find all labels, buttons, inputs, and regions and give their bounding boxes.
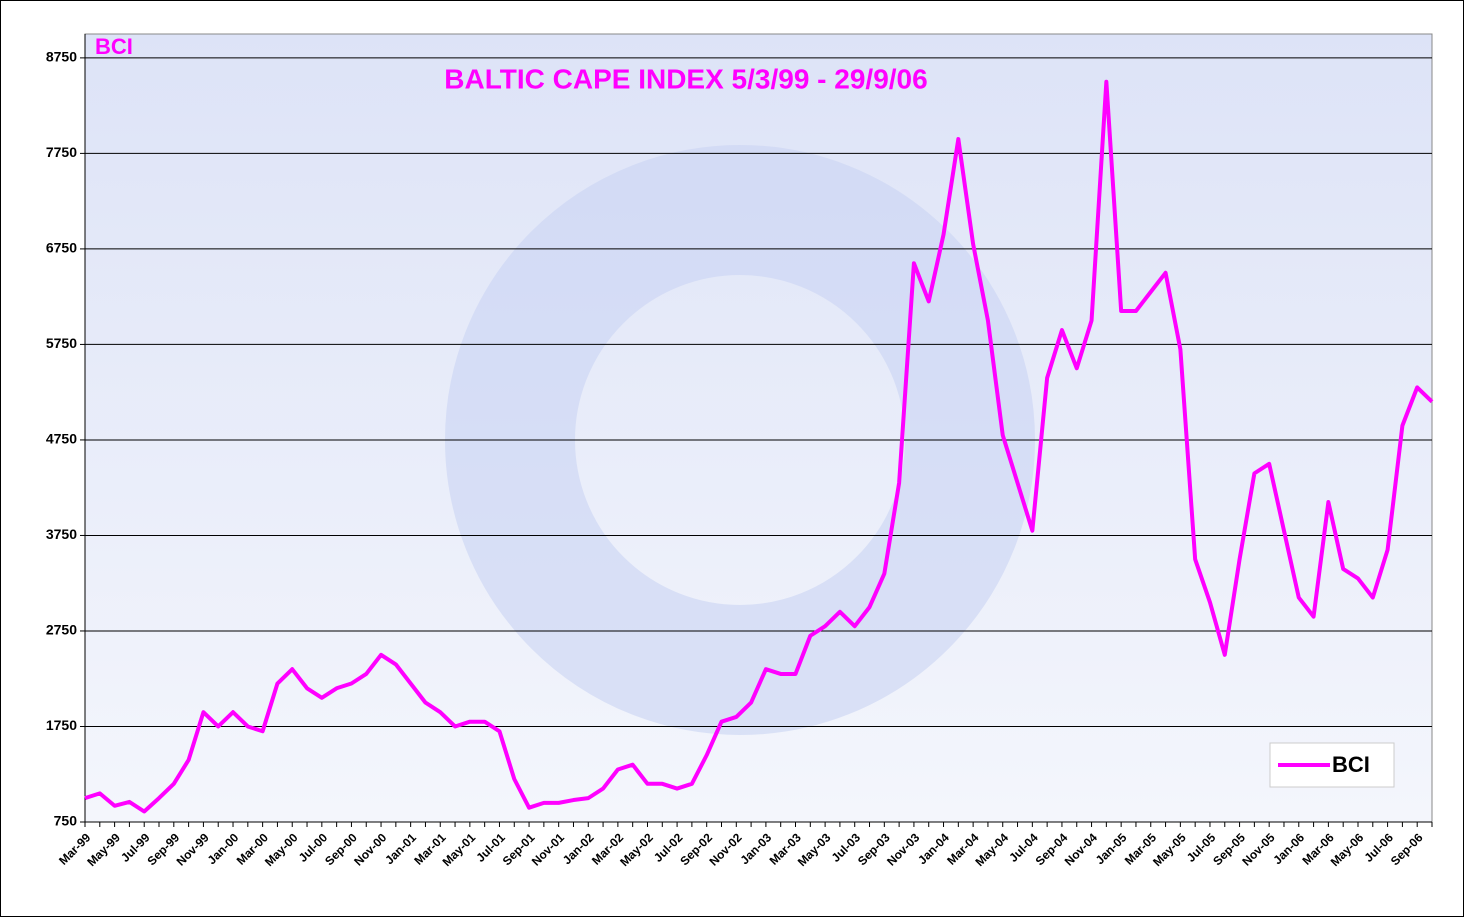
line [84, 79, 1434, 814]
y-tick-label: 1750 [46, 717, 77, 733]
y-axis-title: BCI [95, 34, 133, 59]
legend-label: BCI [1332, 752, 1370, 777]
chart-title: BALTIC CAPE INDEX 5/3/99 - 29/9/06 [444, 63, 927, 94]
y-tick-label: 8750 [46, 49, 77, 65]
y-tick-label: 4750 [46, 431, 77, 447]
y-tick-label: 2750 [46, 622, 77, 638]
y-tick-label: 750 [54, 813, 78, 829]
y-tick-label: 6750 [46, 240, 77, 256]
y-tick-label: 3750 [46, 526, 77, 542]
y-tick-label: 5750 [46, 335, 77, 351]
y-tick-label: 7750 [46, 144, 77, 160]
